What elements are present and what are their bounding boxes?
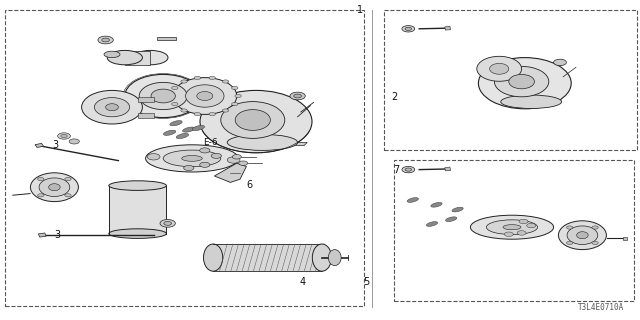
Circle shape	[61, 134, 67, 138]
Ellipse shape	[151, 89, 175, 103]
Ellipse shape	[500, 95, 562, 108]
Circle shape	[232, 155, 241, 159]
Circle shape	[168, 94, 175, 98]
Ellipse shape	[431, 203, 442, 207]
Ellipse shape	[109, 229, 166, 238]
Ellipse shape	[31, 173, 79, 202]
Ellipse shape	[49, 184, 60, 191]
Ellipse shape	[108, 51, 143, 65]
Polygon shape	[125, 51, 150, 65]
Ellipse shape	[176, 133, 189, 139]
Ellipse shape	[133, 51, 168, 65]
Ellipse shape	[163, 150, 221, 167]
Ellipse shape	[470, 215, 554, 239]
Ellipse shape	[567, 226, 598, 244]
Circle shape	[194, 76, 200, 79]
Circle shape	[239, 161, 248, 165]
Circle shape	[200, 148, 210, 153]
Circle shape	[211, 153, 221, 158]
Text: 6: 6	[246, 180, 253, 190]
Circle shape	[504, 232, 513, 236]
Polygon shape	[445, 167, 451, 171]
Circle shape	[592, 226, 598, 229]
Text: 3: 3	[54, 230, 61, 240]
Circle shape	[147, 154, 160, 160]
Circle shape	[592, 241, 598, 244]
Circle shape	[402, 26, 415, 32]
Circle shape	[181, 109, 188, 112]
Ellipse shape	[577, 232, 588, 239]
Text: 1: 1	[357, 5, 364, 15]
Circle shape	[232, 86, 238, 90]
Circle shape	[222, 109, 228, 112]
Circle shape	[566, 226, 573, 229]
Circle shape	[164, 221, 172, 225]
Circle shape	[200, 162, 210, 167]
Circle shape	[172, 102, 178, 106]
Ellipse shape	[236, 109, 271, 131]
Ellipse shape	[39, 178, 70, 196]
Circle shape	[402, 166, 415, 173]
Ellipse shape	[192, 125, 205, 131]
Circle shape	[38, 194, 44, 197]
Ellipse shape	[197, 92, 212, 100]
Ellipse shape	[479, 58, 571, 109]
Ellipse shape	[452, 207, 463, 212]
Text: 7: 7	[393, 165, 399, 175]
Circle shape	[290, 92, 305, 100]
Ellipse shape	[503, 225, 521, 230]
Ellipse shape	[125, 75, 202, 118]
Circle shape	[227, 157, 240, 163]
Circle shape	[184, 165, 194, 171]
Ellipse shape	[182, 127, 195, 132]
Polygon shape	[445, 26, 451, 30]
Polygon shape	[38, 233, 46, 237]
Circle shape	[38, 178, 44, 181]
Circle shape	[172, 86, 178, 90]
Circle shape	[209, 76, 216, 79]
Circle shape	[519, 219, 528, 224]
Text: T3L4E0710A: T3L4E0710A	[578, 303, 624, 312]
Circle shape	[566, 241, 573, 244]
Ellipse shape	[509, 75, 534, 89]
Circle shape	[102, 38, 109, 42]
Circle shape	[181, 80, 188, 83]
Ellipse shape	[227, 134, 298, 150]
Ellipse shape	[182, 156, 202, 161]
Circle shape	[527, 223, 536, 228]
Text: 5: 5	[364, 277, 370, 287]
Polygon shape	[157, 37, 176, 40]
Circle shape	[405, 168, 412, 171]
Circle shape	[222, 80, 228, 83]
Circle shape	[209, 113, 216, 116]
Ellipse shape	[200, 91, 312, 153]
Ellipse shape	[140, 83, 187, 110]
Ellipse shape	[494, 67, 548, 97]
Circle shape	[235, 94, 241, 98]
Ellipse shape	[173, 78, 237, 115]
Circle shape	[98, 36, 113, 44]
Ellipse shape	[146, 145, 239, 172]
Ellipse shape	[558, 221, 607, 250]
Polygon shape	[138, 97, 154, 102]
Circle shape	[69, 139, 79, 144]
Ellipse shape	[486, 220, 538, 235]
Circle shape	[194, 113, 200, 116]
Ellipse shape	[312, 244, 332, 271]
Polygon shape	[218, 142, 307, 146]
Polygon shape	[190, 83, 205, 93]
Ellipse shape	[106, 104, 118, 111]
Ellipse shape	[490, 63, 509, 74]
Ellipse shape	[109, 181, 166, 190]
Ellipse shape	[445, 217, 457, 221]
Ellipse shape	[186, 85, 224, 107]
Circle shape	[554, 59, 566, 66]
Text: 4: 4	[300, 277, 306, 287]
Polygon shape	[35, 143, 44, 148]
Circle shape	[160, 220, 175, 227]
Text: 2: 2	[391, 92, 397, 102]
Ellipse shape	[328, 250, 341, 266]
Polygon shape	[213, 244, 322, 271]
Ellipse shape	[477, 56, 522, 81]
